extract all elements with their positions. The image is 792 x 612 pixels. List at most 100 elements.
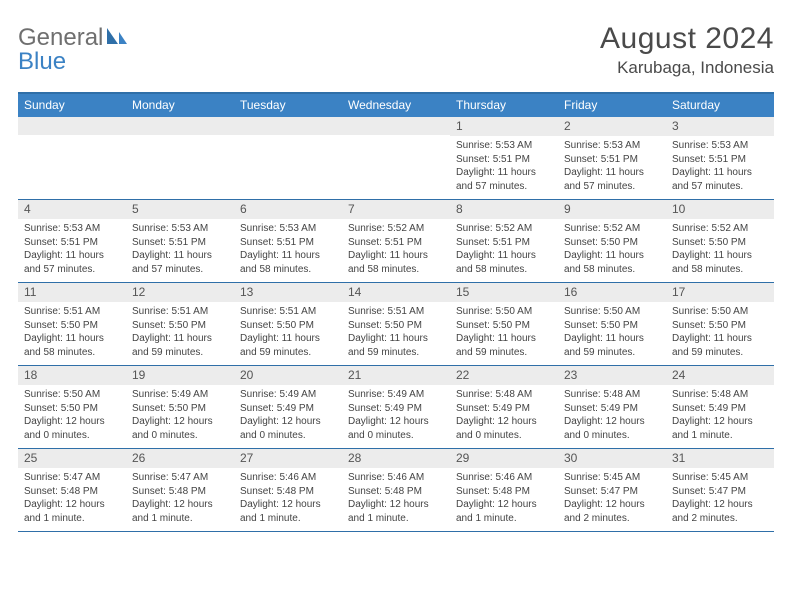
day-cell: 31Sunrise: 5:45 AMSunset: 5:47 PMDayligh…: [666, 449, 774, 531]
sunrise-text: Sunrise: 5:50 AM: [456, 305, 552, 319]
day-number: 4: [18, 200, 126, 219]
day-cell: 26Sunrise: 5:47 AMSunset: 5:48 PMDayligh…: [126, 449, 234, 531]
day-number: 19: [126, 366, 234, 385]
day-number: 29: [450, 449, 558, 468]
day-cell: 7Sunrise: 5:52 AMSunset: 5:51 PMDaylight…: [342, 200, 450, 282]
daylight-text: Daylight: 11 hours and 57 minutes.: [564, 166, 660, 193]
day-cell: 13Sunrise: 5:51 AMSunset: 5:50 PMDayligh…: [234, 283, 342, 365]
daylight-text: Daylight: 11 hours and 59 minutes.: [132, 332, 228, 359]
sunrise-text: Sunrise: 5:50 AM: [564, 305, 660, 319]
day-number: 2: [558, 117, 666, 136]
day-info: Sunrise: 5:49 AMSunset: 5:49 PMDaylight:…: [234, 385, 342, 446]
day-cell: [126, 117, 234, 199]
day-cell: 28Sunrise: 5:46 AMSunset: 5:48 PMDayligh…: [342, 449, 450, 531]
day-number: 16: [558, 283, 666, 302]
day-cell: 4Sunrise: 5:53 AMSunset: 5:51 PMDaylight…: [18, 200, 126, 282]
sunrise-text: Sunrise: 5:53 AM: [240, 222, 336, 236]
sunrise-text: Sunrise: 5:48 AM: [672, 388, 768, 402]
day-info: Sunrise: 5:51 AMSunset: 5:50 PMDaylight:…: [234, 302, 342, 363]
daylight-text: Daylight: 11 hours and 58 minutes.: [240, 249, 336, 276]
daylight-text: Daylight: 12 hours and 0 minutes.: [348, 415, 444, 442]
day-number: 10: [666, 200, 774, 219]
day-cell: 6 Sunrise: 5:53 AMSunset: 5:51 PMDaylight…: [234, 200, 342, 282]
daylight-text: Daylight: 11 hours and 57 minutes.: [672, 166, 768, 193]
daylight-text: Daylight: 11 hours and 58 minutes.: [456, 249, 552, 276]
day-number: 14: [342, 283, 450, 302]
sunset-text: Sunset: 5:48 PM: [456, 485, 552, 499]
daylight-text: Daylight: 12 hours and 1 minute.: [24, 498, 120, 525]
day-info: Sunrise: 5:51 AMSunset: 5:50 PMDaylight:…: [126, 302, 234, 363]
sunrise-text: Sunrise: 5:53 AM: [672, 139, 768, 153]
day-number: 9: [558, 200, 666, 219]
day-cell: 14Sunrise: 5:51 AMSunset: 5:50 PMDayligh…: [342, 283, 450, 365]
sunrise-text: Sunrise: 5:51 AM: [24, 305, 120, 319]
day-number: 23: [558, 366, 666, 385]
day-info: Sunrise: 5:53 AMSunset: 5:51 PMDaylight:…: [450, 136, 558, 197]
day-info: Sunrise: 5:48 AMSunset: 5:49 PMDaylight:…: [558, 385, 666, 446]
day-cell: 19Sunrise: 5:49 AMSunset: 5:50 PMDayligh…: [126, 366, 234, 448]
sunset-text: Sunset: 5:47 PM: [564, 485, 660, 499]
sunrise-text: Sunrise: 5:53 AM: [24, 222, 120, 236]
day-cell: 27Sunrise: 5:46 AMSunset: 5:48 PMDayligh…: [234, 449, 342, 531]
daylight-text: Daylight: 12 hours and 1 minute.: [240, 498, 336, 525]
logo-sail-icon: [106, 26, 128, 50]
day-cell: 2Sunrise: 5:53 AMSunset: 5:51 PMDaylight…: [558, 117, 666, 199]
day-number: 18: [18, 366, 126, 385]
sunset-text: Sunset: 5:51 PM: [456, 236, 552, 250]
day-info: Sunrise: 5:52 AMSunset: 5:51 PMDaylight:…: [450, 219, 558, 280]
sunset-text: Sunset: 5:50 PM: [348, 319, 444, 333]
sunset-text: Sunset: 5:48 PM: [24, 485, 120, 499]
weekday-header: Friday: [558, 94, 666, 117]
location: Karubaga, Indonesia: [600, 58, 774, 78]
day-info: Sunrise: 5:52 AMSunset: 5:50 PMDaylight:…: [666, 219, 774, 280]
daylight-text: Daylight: 11 hours and 59 minutes.: [348, 332, 444, 359]
daylight-text: Daylight: 11 hours and 59 minutes.: [456, 332, 552, 359]
sunrise-text: Sunrise: 5:48 AM: [564, 388, 660, 402]
day-cell: 23Sunrise: 5:48 AMSunset: 5:49 PMDayligh…: [558, 366, 666, 448]
sunset-text: Sunset: 5:48 PM: [132, 485, 228, 499]
day-cell: [342, 117, 450, 199]
daylight-text: Daylight: 12 hours and 2 minutes.: [672, 498, 768, 525]
sunrise-text: Sunrise: 5:53 AM: [456, 139, 552, 153]
day-number: [342, 117, 450, 135]
day-cell: 21Sunrise: 5:49 AMSunset: 5:49 PMDayligh…: [342, 366, 450, 448]
sunrise-text: Sunrise: 5:50 AM: [672, 305, 768, 319]
daylight-text: Daylight: 11 hours and 58 minutes.: [348, 249, 444, 276]
day-cell: 12Sunrise: 5:51 AMSunset: 5:50 PMDayligh…: [126, 283, 234, 365]
day-info: Sunrise: 5:48 AMSunset: 5:49 PMDaylight:…: [450, 385, 558, 446]
sunset-text: Sunset: 5:50 PM: [456, 319, 552, 333]
day-info: Sunrise: 5:47 AMSunset: 5:48 PMDaylight:…: [18, 468, 126, 529]
sunrise-text: Sunrise: 5:52 AM: [456, 222, 552, 236]
weekday-header: Monday: [126, 94, 234, 117]
sunset-text: Sunset: 5:49 PM: [348, 402, 444, 416]
sunset-text: Sunset: 5:50 PM: [24, 402, 120, 416]
day-info: Sunrise: 5:51 AMSunset: 5:50 PMDaylight:…: [342, 302, 450, 363]
day-cell: 30Sunrise: 5:45 AMSunset: 5:47 PMDayligh…: [558, 449, 666, 531]
day-info: Sunrise: 5:53 AMSunset: 5:51 PMDaylight:…: [558, 136, 666, 197]
day-cell: 15Sunrise: 5:50 AMSunset: 5:50 PMDayligh…: [450, 283, 558, 365]
day-cell: 29Sunrise: 5:46 AMSunset: 5:48 PMDayligh…: [450, 449, 558, 531]
daylight-text: Daylight: 12 hours and 0 minutes.: [456, 415, 552, 442]
sunset-text: Sunset: 5:50 PM: [564, 319, 660, 333]
day-number: 22: [450, 366, 558, 385]
day-info: Sunrise: 5:47 AMSunset: 5:48 PMDaylight:…: [126, 468, 234, 529]
daylight-text: Daylight: 12 hours and 1 minute.: [348, 498, 444, 525]
sunset-text: Sunset: 5:50 PM: [564, 236, 660, 250]
day-number: 6: [234, 200, 342, 219]
sunset-text: Sunset: 5:51 PM: [24, 236, 120, 250]
day-number: [234, 117, 342, 135]
day-number: 11: [18, 283, 126, 302]
day-number: 17: [666, 283, 774, 302]
day-number: 25: [18, 449, 126, 468]
sunset-text: Sunset: 5:51 PM: [240, 236, 336, 250]
month-title: August 2024: [600, 22, 774, 56]
day-cell: 10Sunrise: 5:52 AMSunset: 5:50 PMDayligh…: [666, 200, 774, 282]
day-info: Sunrise: 5:46 AMSunset: 5:48 PMDaylight:…: [342, 468, 450, 529]
sunrise-text: Sunrise: 5:51 AM: [240, 305, 336, 319]
day-cell: 16Sunrise: 5:50 AMSunset: 5:50 PMDayligh…: [558, 283, 666, 365]
day-info: Sunrise: 5:50 AMSunset: 5:50 PMDaylight:…: [18, 385, 126, 446]
day-cell: 17Sunrise: 5:50 AMSunset: 5:50 PMDayligh…: [666, 283, 774, 365]
day-info: Sunrise: 5:45 AMSunset: 5:47 PMDaylight:…: [666, 468, 774, 529]
daylight-text: Daylight: 11 hours and 59 minutes.: [672, 332, 768, 359]
day-number: 30: [558, 449, 666, 468]
